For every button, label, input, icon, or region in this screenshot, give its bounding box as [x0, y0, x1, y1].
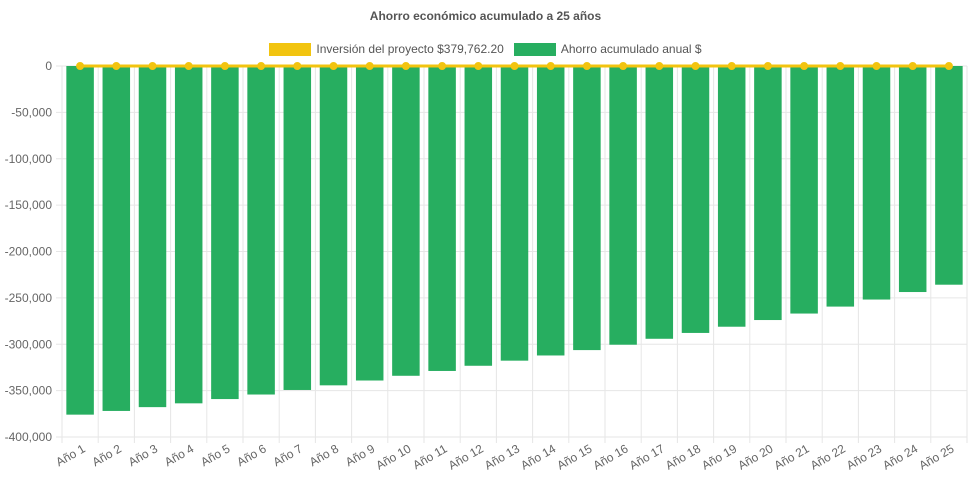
legend-label-savings: Ahorro acumulado anual $ [560, 42, 702, 56]
y-tick-label: -350,000 [5, 384, 53, 398]
line-point[interactable] [836, 62, 845, 70]
bar[interactable] [862, 66, 891, 300]
bar[interactable] [500, 66, 529, 361]
bar[interactable] [211, 66, 239, 400]
line-point[interactable] [727, 62, 736, 70]
x-tick-label: Año 14 [518, 441, 558, 472]
line-point[interactable] [76, 62, 85, 70]
bar[interactable] [247, 66, 275, 395]
bar[interactable] [754, 66, 782, 321]
bar[interactable] [174, 66, 203, 404]
legend: Inversión del proyecto $379,762.20 Ahorr… [0, 42, 971, 56]
x-tick-label: Año 24 [880, 441, 920, 472]
x-tick-label: Año 13 [482, 441, 522, 472]
x-tick-label: Año 6 [234, 441, 268, 469]
y-tick-label: -100,000 [5, 152, 53, 166]
line-point[interactable] [944, 62, 953, 70]
line-point[interactable] [691, 62, 700, 70]
bar[interactable] [609, 66, 637, 345]
legend-item-savings[interactable]: Ahorro acumulado anual $ [513, 42, 702, 56]
line-point[interactable] [619, 62, 628, 70]
line-point[interactable] [329, 62, 338, 70]
x-tick-label: Año 11 [410, 441, 449, 472]
bar[interactable] [790, 66, 818, 314]
y-tick-label: -150,000 [5, 198, 53, 212]
line-point[interactable] [546, 62, 555, 70]
x-tick-label: Año 4 [162, 441, 196, 469]
x-tick-label: Año 25 [916, 441, 956, 472]
bar[interactable] [319, 66, 348, 386]
chart-title: Ahorro económico acumulado a 25 años [369, 9, 602, 23]
bar[interactable] [428, 66, 456, 371]
bar[interactable] [464, 66, 493, 366]
bar[interactable] [536, 66, 565, 356]
y-tick-label: -50,000 [11, 105, 52, 119]
line-point[interactable] [401, 62, 410, 70]
line-point[interactable] [148, 62, 157, 70]
line-point[interactable] [257, 62, 266, 70]
x-tick-label: Año 22 [808, 441, 848, 472]
bar[interactable] [283, 66, 312, 390]
line-point[interactable] [365, 62, 374, 70]
x-tick-label: Año 15 [554, 441, 594, 472]
x-tick-label: Año 17 [627, 441, 667, 472]
line-point[interactable] [184, 62, 193, 70]
x-tick-label: Año 10 [373, 441, 413, 472]
line-point[interactable] [438, 62, 447, 70]
bar[interactable] [645, 66, 674, 339]
line-point[interactable] [220, 62, 229, 70]
x-tick-label: Año 9 [343, 441, 377, 469]
x-tick-label: Año 16 [591, 441, 631, 472]
bar[interactable] [681, 66, 710, 333]
line-point[interactable] [800, 62, 809, 70]
x-tick-label: Año 23 [844, 441, 884, 472]
y-tick-label: 0 [45, 59, 52, 73]
x-tick-label: Año 12 [446, 441, 486, 472]
x-tick-label: Año 3 [126, 441, 160, 469]
bar[interactable] [573, 66, 601, 351]
bar[interactable] [935, 66, 963, 285]
x-tick-label: Año 8 [307, 441, 341, 469]
line-point[interactable] [293, 62, 302, 70]
y-tick-label: -250,000 [5, 291, 53, 305]
line-point[interactable] [510, 62, 519, 70]
line-point[interactable] [582, 62, 591, 70]
bar[interactable] [717, 66, 746, 327]
legend-item-investment[interactable]: Inversión del proyecto $379,762.20 [269, 42, 504, 56]
legend-swatch-investment [269, 42, 312, 56]
x-tick-label: Año 5 [198, 441, 232, 469]
x-tick-label: Año 1 [53, 441, 87, 469]
x-tick-label: Año 7 [271, 441, 305, 469]
x-tick-label: Año 2 [90, 441, 124, 469]
line-point[interactable] [112, 62, 121, 70]
y-tick-label: -400,000 [5, 430, 53, 444]
bar[interactable] [102, 66, 131, 411]
bar[interactable] [66, 66, 94, 415]
bar[interactable] [355, 66, 384, 381]
bar[interactable] [138, 66, 167, 408]
line-point[interactable] [908, 62, 917, 70]
bar[interactable] [826, 66, 855, 307]
line-point[interactable] [655, 62, 664, 70]
x-tick-label: Año 18 [663, 441, 703, 472]
line-point[interactable] [763, 62, 772, 70]
x-tick-label: Año 19 [699, 441, 739, 472]
legend-swatch-savings [513, 42, 556, 56]
bar[interactable] [392, 66, 420, 376]
line-point[interactable] [474, 62, 483, 70]
y-tick-label: -200,000 [5, 245, 53, 259]
legend-label-investment: Inversión del proyecto $379,762.20 [316, 42, 504, 56]
x-tick-label: Año 20 [735, 441, 775, 472]
bar[interactable] [898, 66, 927, 293]
x-tick-label: Año 21 [772, 441, 812, 472]
y-tick-label: -300,000 [5, 337, 53, 351]
line-point[interactable] [872, 62, 881, 70]
